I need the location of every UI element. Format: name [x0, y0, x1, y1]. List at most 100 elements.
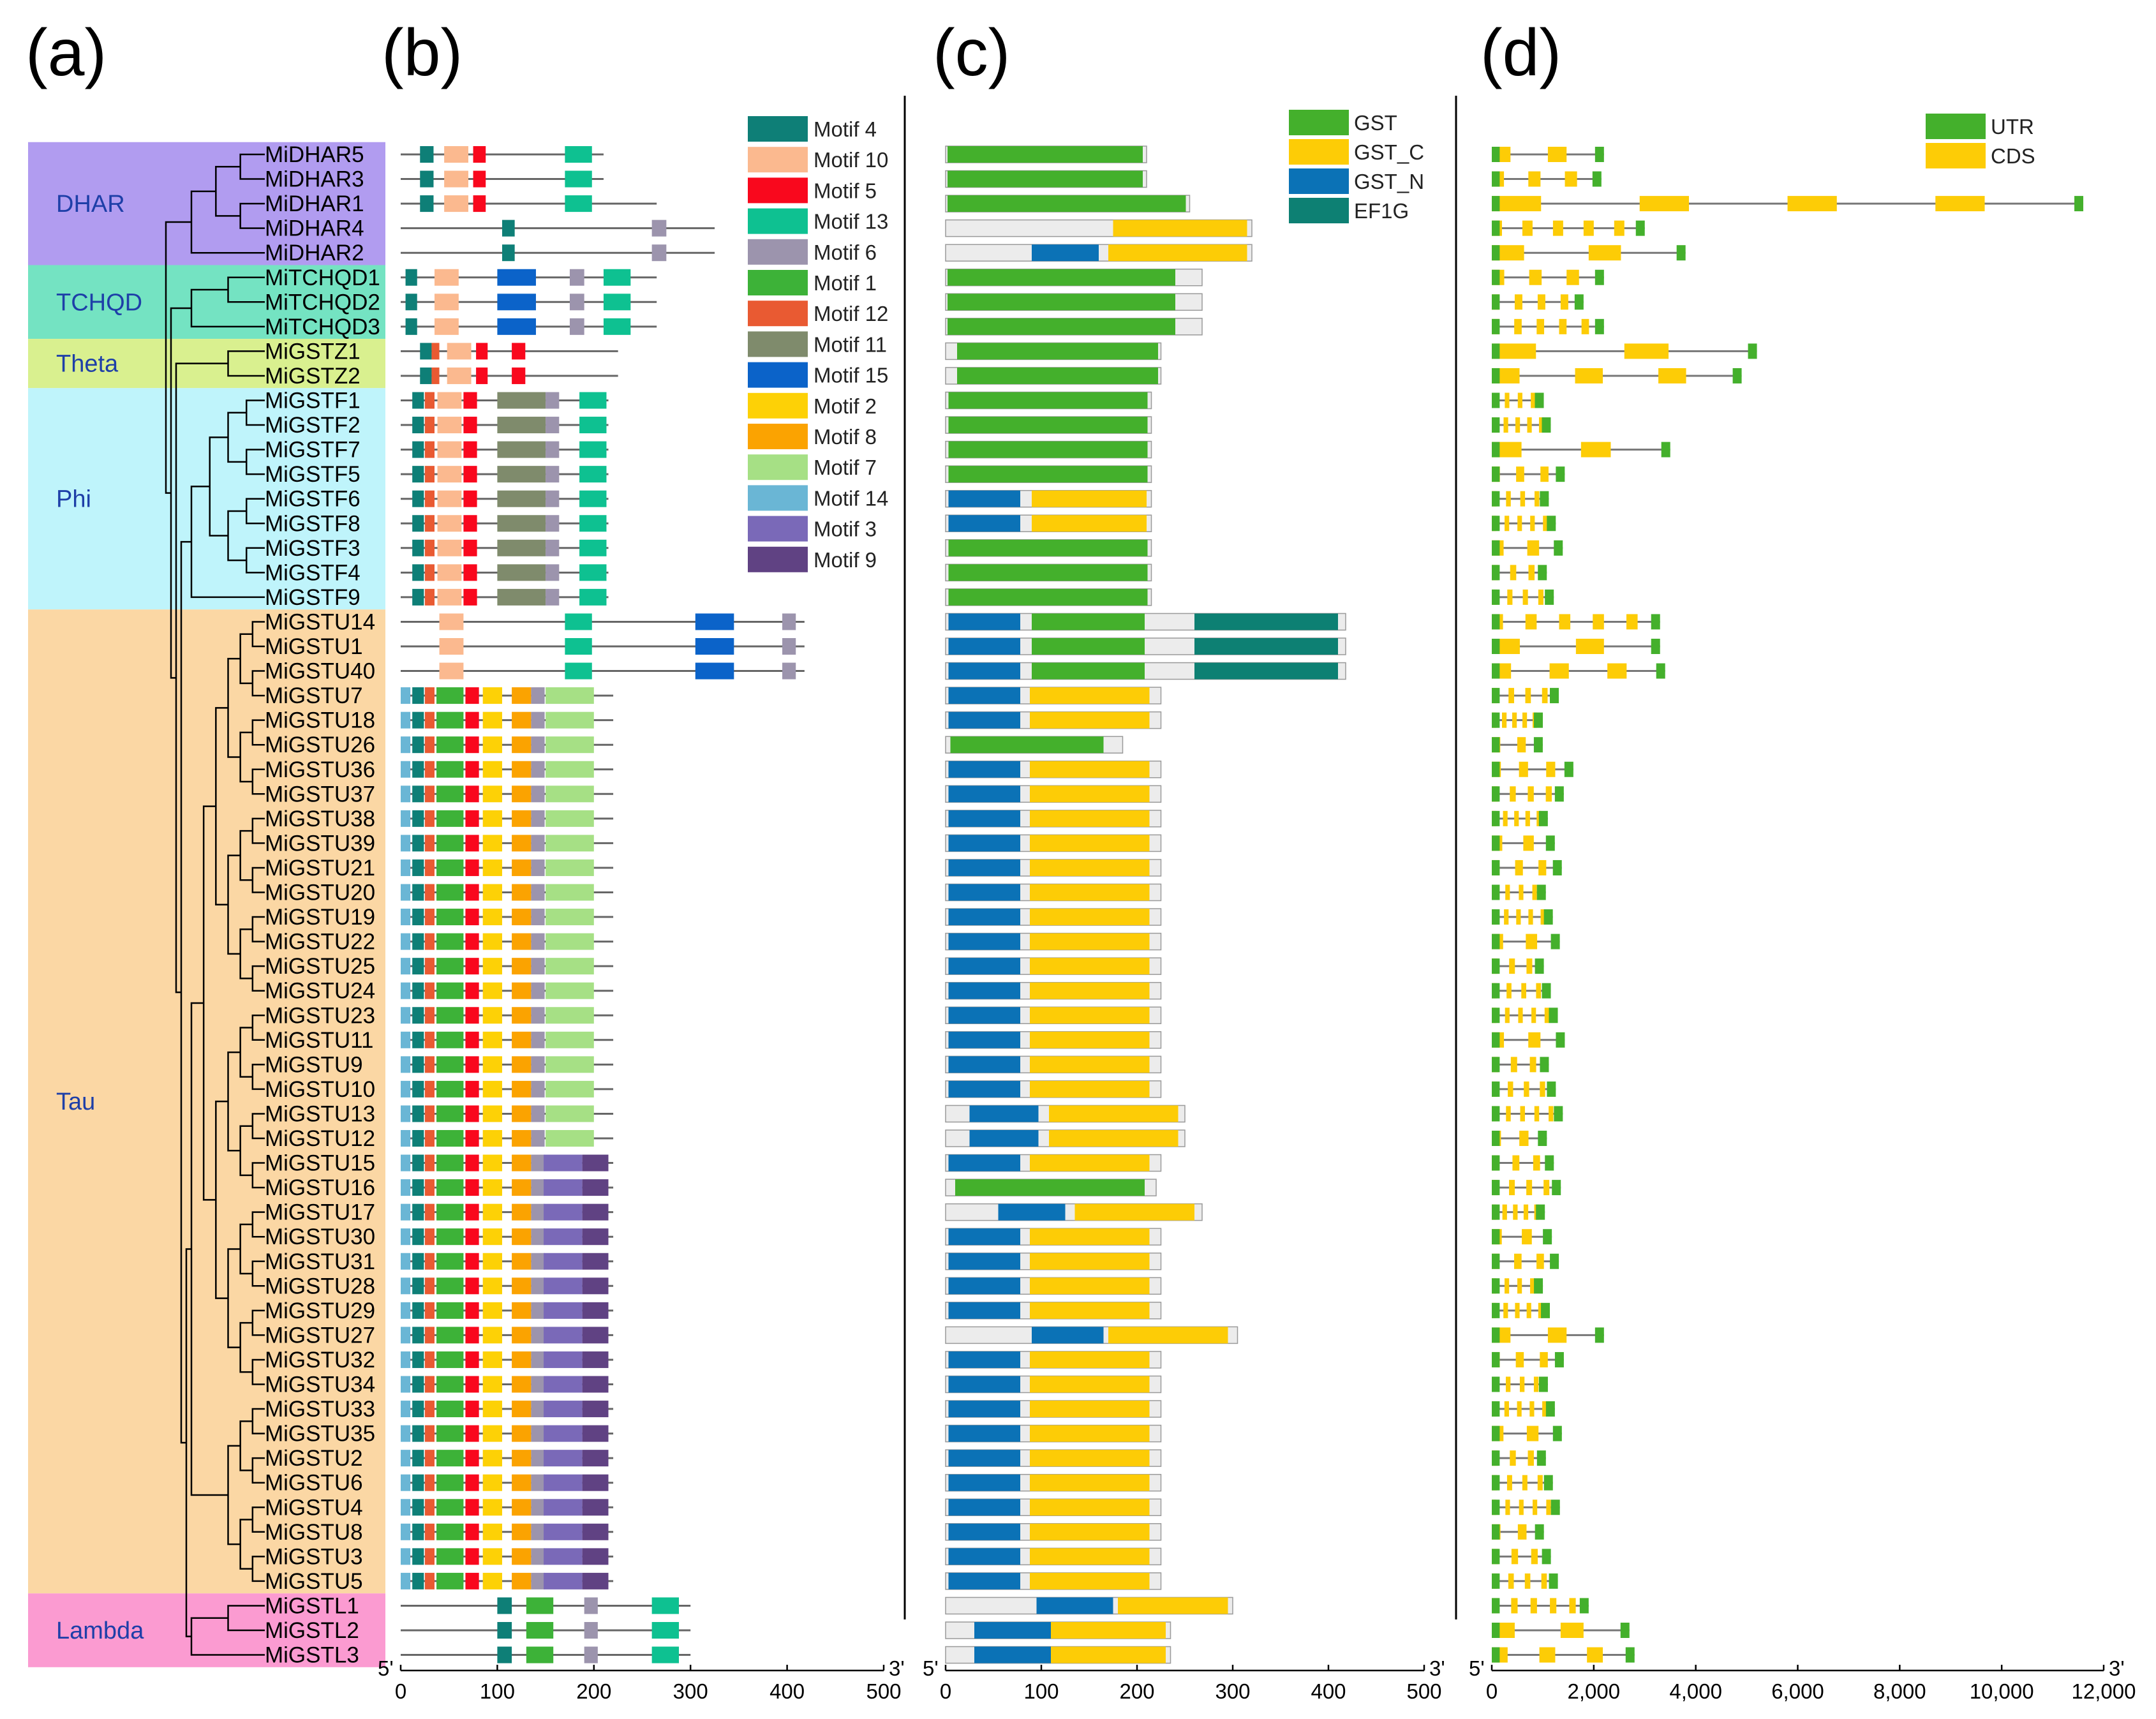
motif-block-10 — [437, 564, 462, 581]
motif-block-14 — [401, 1228, 411, 1246]
legend-label-motif: Motif 8 — [814, 425, 877, 449]
motif-block-8 — [512, 958, 532, 975]
legend-swatch-motif — [748, 362, 808, 388]
cds-exon — [1505, 884, 1510, 900]
gene-label: MiGSTU38 — [265, 807, 375, 831]
motif-block-1 — [436, 711, 464, 729]
domain-gst_c — [1030, 810, 1150, 827]
motif-block-12 — [424, 736, 435, 754]
utr-5 — [1492, 1057, 1500, 1073]
utr-5 — [1492, 958, 1500, 974]
cds-exon — [1525, 614, 1537, 630]
tree-branch — [239, 1125, 253, 1177]
motif-block-5 — [465, 1327, 479, 1344]
motif-block-1 — [436, 761, 464, 778]
motif-block-11 — [497, 490, 546, 507]
cds-exon — [1529, 1057, 1536, 1073]
motif-block-4 — [412, 1179, 424, 1196]
motif-block-9 — [582, 1253, 609, 1270]
utr-5 — [1492, 1647, 1500, 1663]
motif-block-11 — [497, 441, 546, 458]
motif-block-13 — [565, 146, 592, 163]
domain-gst_c — [1030, 1523, 1150, 1540]
motif-block-12 — [424, 1401, 435, 1418]
axis_d-tick-label: 8,000 — [1873, 1679, 1926, 1703]
cds-exon — [1508, 688, 1515, 704]
axis_c-prime5: 5' — [923, 1656, 939, 1680]
domain-gst_c — [1030, 1450, 1150, 1467]
motif-block-14 — [401, 736, 411, 754]
cds-exon — [1508, 1573, 1514, 1589]
motif-block-6 — [531, 1401, 545, 1418]
motif-block-12 — [424, 1031, 435, 1048]
panel-label-d: (d) — [1480, 16, 1561, 90]
domain-gst_c — [1113, 220, 1247, 237]
motif-block-4 — [412, 958, 424, 975]
utr-5 — [1492, 220, 1500, 236]
cds-exon — [1520, 491, 1526, 507]
domain-gst_n — [948, 835, 1020, 852]
utr-5 — [1492, 1598, 1500, 1614]
motif-block-5 — [465, 1425, 479, 1442]
cds-exon — [1593, 614, 1604, 630]
cds-exon — [1526, 1425, 1539, 1441]
domain-gst_n — [948, 613, 1020, 630]
motif-block-1 — [436, 1523, 464, 1540]
motif-block-1 — [526, 1597, 554, 1614]
tree-branch — [239, 1321, 253, 1373]
utr-3 — [1538, 810, 1548, 826]
motif-block-10 — [437, 515, 462, 532]
gene-label: MiGSTU34 — [265, 1373, 375, 1397]
gene-label: MiGSTU12 — [265, 1126, 375, 1151]
tree-branch — [239, 202, 265, 229]
gene-label: MiGSTF7 — [265, 438, 361, 463]
legend-swatch-motif — [748, 301, 808, 327]
utr-3 — [1543, 1475, 1553, 1491]
motif-block-4 — [412, 933, 424, 950]
domain-gst — [948, 318, 1175, 335]
domain-gst — [948, 269, 1175, 286]
domain-ef1g — [1194, 638, 1338, 655]
motif-block-3 — [544, 1228, 583, 1246]
cds-exon — [1533, 1376, 1539, 1392]
cds-exon — [1519, 1376, 1525, 1392]
motif-block-2 — [482, 761, 502, 778]
cds-exon — [1528, 565, 1535, 581]
motif-block-3 — [544, 1548, 583, 1565]
domain-gst — [948, 441, 1148, 458]
motif-panel — [401, 146, 805, 1663]
cds-exon — [1535, 491, 1540, 507]
motif-block-14 — [401, 810, 411, 827]
cds-exon — [1560, 294, 1568, 310]
domain-gst_c — [1030, 711, 1150, 729]
motif-block-2 — [482, 1548, 502, 1565]
tree-branch — [239, 830, 253, 881]
legends: Motif 4 Motif 10 Motif 5 Motif 13 Motif 6 Mot… — [748, 110, 2035, 572]
motif-block-2 — [482, 982, 502, 999]
cds-exon — [1526, 934, 1538, 949]
gene-label: MiGSTF3 — [265, 536, 361, 561]
clade-label-lambda: Lambda — [56, 1618, 144, 1644]
motif-block-14 — [401, 1056, 411, 1073]
motif-block-13 — [565, 170, 592, 188]
clade-label-dhar: DHAR — [56, 191, 125, 218]
motif-block-4 — [412, 711, 424, 729]
motif-block-12 — [424, 1253, 435, 1270]
utr-3 — [1595, 147, 1604, 162]
legend-label-motif: Motif 14 — [814, 486, 888, 510]
motif-block-2 — [482, 909, 502, 926]
utr-5 — [1492, 1302, 1500, 1318]
gene-labels: MiDHAR5MiDHAR3MiDHAR1MiDHAR4MiDHAR2MiTCH… — [265, 142, 380, 1668]
cds-exon — [1536, 318, 1545, 334]
motif-block-14 — [401, 761, 411, 778]
cds-exon — [1518, 1008, 1523, 1023]
motif-block-9 — [582, 1228, 609, 1246]
motif-block-12 — [424, 1228, 435, 1246]
cds-exon — [1524, 1573, 1531, 1589]
motif-block-1 — [436, 1154, 464, 1172]
cds-exon — [1546, 1499, 1551, 1515]
motif-block-12 — [424, 490, 435, 507]
motif-block-6 — [531, 687, 545, 704]
motif-block-10 — [434, 269, 459, 286]
cds-exon — [1516, 909, 1521, 925]
